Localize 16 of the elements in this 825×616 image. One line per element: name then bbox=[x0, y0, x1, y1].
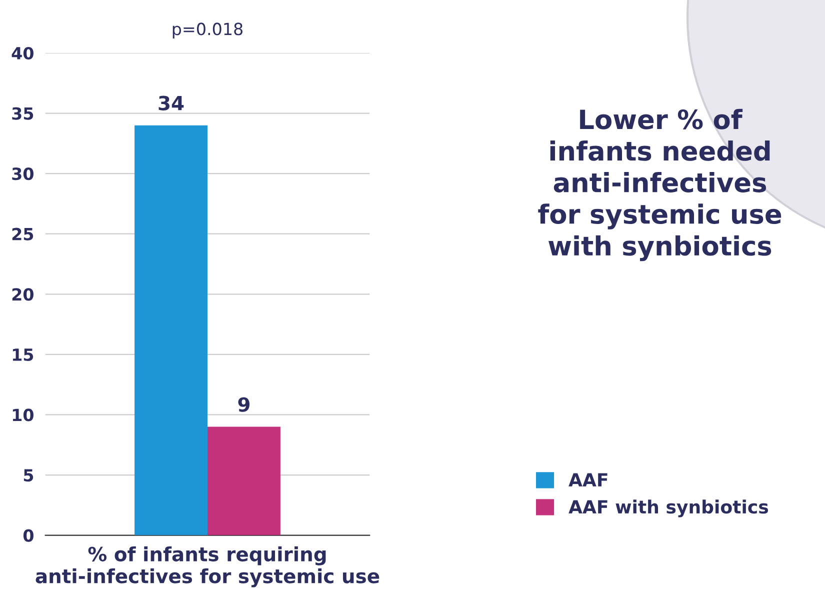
text: Lower % of infants needed anti-infectives for systemic use with synbiotics bbox=[538, 108, 782, 262]
y-tick-label: 10 bbox=[12, 408, 34, 422]
y-tick-label: 35 bbox=[12, 107, 34, 120]
x-tick-label: % of infants requiring anti-infectives for systemic use bbox=[36, 546, 380, 588]
y-tick-label: 0 bbox=[23, 529, 34, 542]
y-tick-label: 25 bbox=[12, 228, 34, 240]
data-label: 9 bbox=[238, 397, 250, 412]
text: p=0.018 bbox=[172, 22, 242, 39]
y-tick-label: 5 bbox=[24, 469, 34, 482]
y-tick-label: 15 bbox=[12, 348, 34, 361]
legend-label: AAF bbox=[568, 473, 608, 486]
y-tick-label: 30 bbox=[12, 168, 34, 180]
legend-label: AAF with synbiotics bbox=[568, 500, 768, 518]
y-tick-label: 40 bbox=[12, 46, 34, 60]
y-tick-label: 20 bbox=[12, 288, 34, 301]
data-label: 34 bbox=[158, 96, 184, 110]
